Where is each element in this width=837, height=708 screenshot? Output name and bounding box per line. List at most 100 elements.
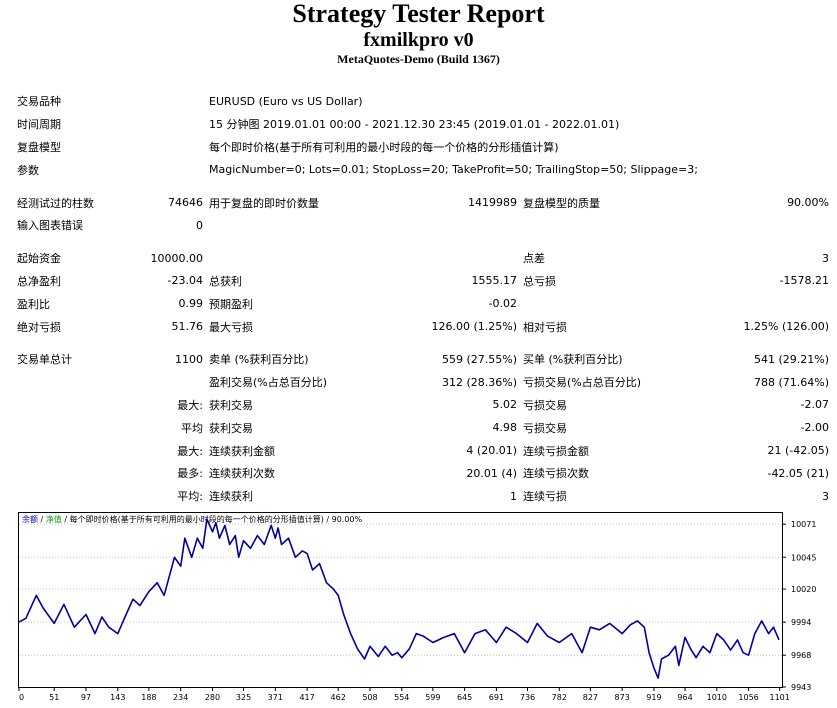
x-tick-label: 234	[173, 693, 188, 702]
profit-factor-label: 盈利比	[17, 297, 50, 311]
x-tick-label: 1056	[738, 693, 758, 702]
gross-loss-value: -1578.21	[779, 274, 830, 288]
gross-profit-value: 1555.17	[471, 274, 518, 288]
avg-cons-wins-value: 1	[510, 489, 517, 503]
report-title: Strategy Tester Report	[292, 0, 545, 28]
bars-value: 74646	[168, 196, 203, 210]
x-tick-label: 325	[236, 693, 251, 702]
max-cons-wins-label: 连续获利金额	[209, 444, 275, 458]
y-tick-label: 9943	[791, 683, 811, 692]
row-bars: 经测试过的柱数 74646 用于复盘的即时价数量 1419989 复盘模型的质量…	[14, 191, 832, 214]
abs-drawdown-label: 绝对亏损	[17, 320, 61, 334]
row-period: 时间周期 15 分钟图 2019.01.01 00:00 - 2021.12.3…	[14, 113, 832, 136]
x-tick-label: 188	[141, 693, 156, 702]
x-tick-label: 554	[394, 693, 409, 702]
short-value: 559 (27.55%)	[441, 352, 517, 366]
x-tick-label: 599	[425, 693, 440, 702]
max-cons-loss-value: -42.05 (21)	[767, 466, 830, 480]
row-average-consecutive: 平均: 连续获利 1 连续亏损 3	[14, 485, 832, 508]
row-total-trades: 交易单总计 1100 卖单 (%获利百分比) 559 (27.55%) 买单 (…	[14, 348, 832, 371]
x-tick-label: 371	[268, 693, 283, 702]
gross-profit-label: 总获利	[209, 274, 242, 288]
balance-line	[18, 518, 780, 679]
avg-cons-losses-value: 3	[822, 489, 830, 503]
average-profit-label: 获利交易	[209, 421, 253, 435]
x-tick-label: 782	[552, 693, 567, 702]
gross-loss-label: 总亏损	[523, 274, 556, 288]
x-tick-label: 417	[299, 693, 314, 702]
deposit-label: 起始资金	[17, 252, 61, 266]
max-cons-losses-label: 连续亏损金额	[523, 444, 589, 458]
loss-trades-label: 亏损交易(%占总百分比)	[523, 376, 642, 390]
expected-payoff-value: -0.02	[488, 297, 517, 311]
row-symbol: 交易品种 EURUSD (Euro vs US Dollar)	[14, 90, 832, 113]
max-drawdown-value: 126.00 (1.25%)	[431, 320, 517, 334]
spread-value: 3	[822, 251, 830, 265]
deposit-value: 10000.00	[150, 251, 204, 265]
expert-name: fxmilkpro v0	[363, 29, 474, 51]
row-errors: 输入图表错误 0	[14, 214, 832, 237]
average-loss-label: 亏损交易	[523, 421, 567, 435]
row-profit-factor: 盈利比 0.99 预期盈利 -0.02	[14, 292, 832, 315]
rel-drawdown-value: 1.25% (126.00)	[743, 320, 830, 334]
rel-drawdown-label: 相对亏损	[523, 320, 567, 334]
average-label: 平均	[181, 421, 203, 435]
x-tick-label: 462	[331, 693, 346, 702]
x-tick-label: 827	[583, 693, 598, 702]
x-tick-label: 51	[49, 693, 59, 702]
quality-value: 90.00%	[787, 196, 830, 210]
avg-cons-label: 平均:	[177, 490, 203, 504]
params-label: 参数	[17, 163, 39, 177]
row-model: 复盘模型 每个即时价格(基于所有可利用的最小时段的每一个价格的分形插值计算)	[14, 136, 832, 159]
max-cons-profit-label: 连续获利次数	[209, 467, 275, 481]
balance-chart: 余额 / 净值 / 每个即时价格(基于所有可利用的最小时段的每一个价格的分形插值…	[18, 512, 816, 702]
loss-trades-value: 788 (71.64%)	[753, 375, 830, 389]
abs-drawdown-value: 51.76	[171, 320, 204, 334]
model-value: 每个即时价格(基于所有可利用的最小时段的每一个价格的分形插值计算)	[209, 140, 559, 154]
maximal-label: 最多:	[177, 467, 203, 481]
errors-value: 0	[196, 218, 203, 232]
avg-cons-wins-label: 连续获利	[209, 490, 253, 504]
row-max-consecutive: 最大: 连续获利金额 4 (20.01) 连续亏损金额 21 (-42.05)	[14, 439, 832, 462]
row-average: 平均 获利交易 4.98 亏损交易 -2.00	[14, 416, 832, 439]
symbol-label: 交易品种	[17, 95, 61, 109]
report-table: 交易品种 EURUSD (Euro vs US Dollar) 时间周期 15 …	[14, 90, 832, 508]
model-label: 复盘模型	[17, 140, 61, 154]
legend-equity: 净值	[46, 514, 62, 524]
x-tick-label: 280	[205, 693, 220, 702]
long-label: 买单 (%获利百分比)	[523, 353, 623, 367]
params-value: MagicNumber=0; Lots=0.01; StopLoss=20; T…	[209, 163, 698, 177]
largest-loss-value: -2.07	[800, 398, 830, 412]
period-value: 15 分钟图 2019.01.01 00:00 - 2021.12.30 23:…	[209, 118, 620, 132]
total-trades-value: 1100	[175, 352, 203, 366]
ticks-value: 1419989	[468, 196, 517, 210]
symbol-value: EURUSD (Euro vs US Dollar)	[209, 94, 363, 108]
legend-model: / 每个即时价格(基于所有可利用的最小时段的每一个价格的分形插值计算) / 90…	[64, 514, 362, 524]
plot-frame	[18, 512, 783, 688]
row-params: 参数 MagicNumber=0; Lots=0.01; StopLoss=20…	[14, 158, 832, 181]
profit-trades-label: 盈利交易(%占总百分比)	[209, 376, 328, 390]
y-tick-label: 10071	[791, 520, 816, 529]
x-tick-label: 919	[646, 693, 661, 702]
largest-profit-label: 获利交易	[209, 398, 253, 412]
x-tick-label: 97	[81, 693, 91, 702]
y-axis-ticks: 9943 9968 9994 10020 10045 10071	[782, 520, 816, 692]
y-tick-label: 9968	[791, 651, 811, 660]
x-tick-label: 0	[19, 693, 24, 702]
server-name: MetaQuotes-Demo (Build 1367)	[337, 52, 500, 66]
net-profit-label: 总净盈利	[17, 274, 61, 288]
chart-legend: 余额 / 净值 / 每个即时价格(基于所有可利用的最小时段的每一个价格的分形插值…	[22, 514, 363, 524]
x-axis-ticks: 0 51 97 143 188 234 280 325 371 417 462 508 554 599 64…	[18, 687, 790, 702]
row-largest: 最大: 获利交易 5.02 亏损交易 -2.07	[14, 394, 832, 417]
avg-cons-losses-label: 连续亏损	[523, 490, 567, 504]
max-cons-losses-value: 21 (-42.05)	[767, 444, 830, 458]
x-tick-label: 736	[520, 693, 535, 702]
row-net-profit: 总净盈利 -23.04 总获利 1555.17 总亏损 -1578.21	[14, 270, 832, 293]
average-profit-value: 4.98	[492, 421, 518, 435]
max-cons-loss-label: 连续亏损次数	[523, 467, 589, 481]
max-cons-wins-value: 4 (20.01)	[466, 444, 517, 458]
x-tick-label: 143	[110, 693, 125, 702]
profit-factor-value: 0.99	[178, 297, 204, 311]
short-label: 卖单 (%获利百分比)	[209, 353, 309, 367]
average-loss-value: -2.00	[800, 421, 830, 435]
